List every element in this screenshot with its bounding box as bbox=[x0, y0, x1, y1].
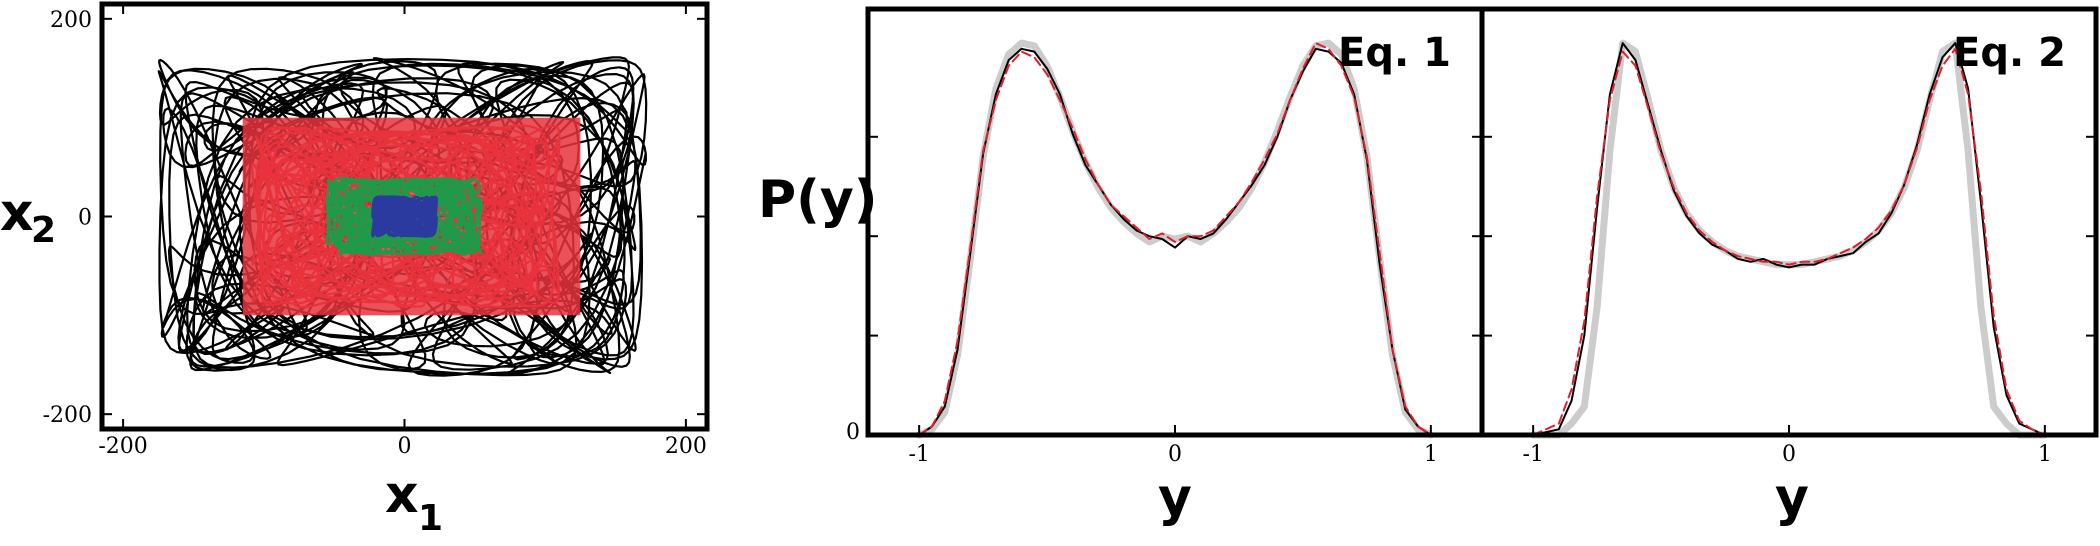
trajectory-series-2 bbox=[325, 177, 484, 256]
trajectory-xlabel-sub: 1 bbox=[418, 498, 443, 539]
trajectory-ylabel: x bbox=[0, 183, 34, 243]
eq1-series-red-dashed bbox=[918, 42, 1432, 436]
panel-eq2: -1 0 1 Eq. 2 y bbox=[1479, 6, 2099, 528]
eq1-annotation: Eq. 1 bbox=[1338, 30, 1451, 76]
trajectory-ytick-label: -200 bbox=[43, 403, 92, 428]
eq2-xtick-label: 1 bbox=[2038, 442, 2052, 467]
eq2-series-red-dashed bbox=[1532, 47, 2046, 436]
trajectory-xtick-label: 200 bbox=[665, 434, 707, 459]
trajectory-series-layer bbox=[157, 56, 648, 377]
eq1-series-gray-thick bbox=[915, 39, 1435, 439]
trajectory-ytick-label: 0 bbox=[78, 206, 92, 231]
panel-trajectory: -200 0 200 -200 0 200 x 1 x 2 bbox=[0, 1, 710, 539]
eq2-annotation: Eq. 2 bbox=[1953, 30, 2066, 76]
trajectory-xtick-label: 0 bbox=[398, 434, 412, 459]
panel-eq1: -1 0 1 0 Eq. 1 y P(y) bbox=[758, 6, 1485, 528]
eq1-xtick-label: 1 bbox=[1424, 442, 1438, 467]
trajectory-ytick-label: 200 bbox=[50, 8, 92, 33]
trajectory-series-3 bbox=[371, 195, 438, 238]
eq1-ylabel: P(y) bbox=[758, 170, 878, 230]
eq1-xtick-label: -1 bbox=[908, 442, 929, 467]
trajectory-xlabel: x bbox=[385, 465, 419, 525]
eq2-series-layer bbox=[1529, 39, 2049, 439]
panel-eq2-ticks: -1 0 1 bbox=[1482, 135, 2096, 467]
trajectory-xtick-label: -200 bbox=[98, 434, 147, 459]
trajectory-ylabel-sub: 2 bbox=[31, 210, 56, 251]
eq1-series-layer bbox=[915, 39, 1435, 439]
eq2-xtick-label: -1 bbox=[1522, 442, 1543, 467]
panel-trajectory-ticks: -200 0 200 -200 0 200 bbox=[43, 4, 707, 459]
eq2-series-black-solid bbox=[1532, 42, 2046, 436]
eq2-xtick-label: 0 bbox=[1782, 442, 1796, 467]
eq1-series-black-solid bbox=[918, 47, 1432, 436]
panel-eq1-ticks: -1 0 1 0 bbox=[846, 135, 1482, 467]
eq1-xlabel: y bbox=[1158, 468, 1192, 528]
eq1-ytick-label: 0 bbox=[846, 420, 860, 445]
eq2-xlabel: y bbox=[1775, 468, 1809, 528]
eq1-xtick-label: 0 bbox=[1168, 442, 1182, 467]
